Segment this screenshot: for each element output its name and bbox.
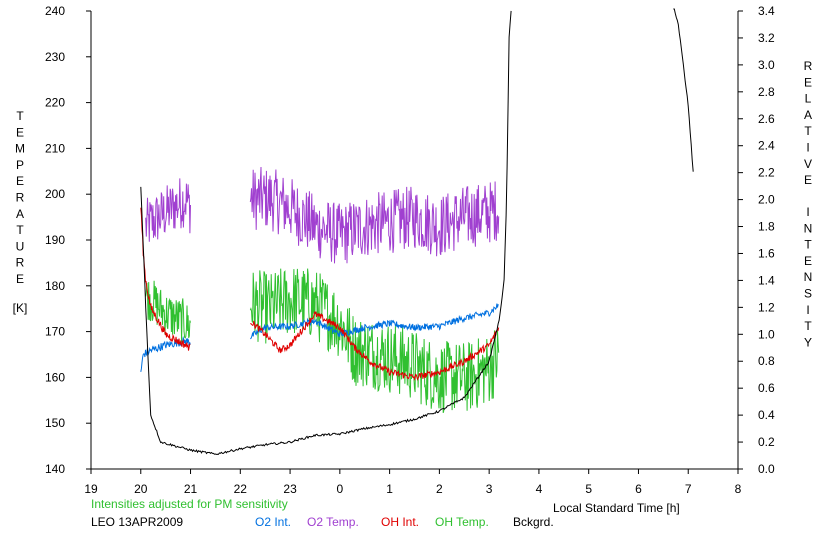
right-tick-label: 1.0 (758, 327, 775, 341)
right-tick-label: 1.6 (758, 246, 775, 260)
left-axis-letter: A (16, 207, 24, 221)
right-axis-letter: I (806, 141, 809, 155)
right-axis-letter: L (805, 92, 812, 106)
adjustment-note: Intensities adjusted for PM sensitivity (91, 497, 288, 511)
series-line-segment (250, 310, 500, 382)
legend-oh-temp: OH Temp. (435, 515, 489, 529)
right-axis-letter: Y (804, 335, 812, 349)
left-axis-letter: T (16, 223, 24, 237)
left-tick-label: 200 (45, 187, 65, 201)
left-axis-letter: R (16, 191, 25, 205)
right-tick-label: 1.2 (758, 300, 775, 314)
x-tick-label: 23 (283, 482, 297, 496)
x-tick-label: 8 (735, 482, 742, 496)
right-tick-label: 0.6 (758, 381, 775, 395)
series-bckgrd (140, 8, 694, 455)
right-axis-letter: V (804, 157, 812, 171)
series-line-segment (673, 8, 694, 172)
right-axis-letter: I (806, 205, 809, 219)
x-tick-label: 6 (635, 482, 642, 496)
left-axis-letter: U (16, 239, 25, 253)
right-tick-label: 0.0 (758, 462, 775, 476)
left-tick-label: 230 (45, 50, 65, 64)
series-line-segment (249, 268, 500, 414)
plot-area (140, 8, 694, 455)
series-line-segment (250, 303, 499, 340)
left-tick-label: 210 (45, 141, 65, 155)
x-tick-label: 7 (685, 482, 692, 496)
left-axis-letter: T (16, 109, 24, 123)
right-axis-letter: N (804, 221, 813, 235)
right-tick-label: 1.8 (758, 220, 775, 234)
x-tick-label: 22 (234, 482, 248, 496)
right-axis-letter: S (804, 287, 812, 301)
x-tick-label: 2 (436, 482, 443, 496)
right-tick-label: 1.4 (758, 273, 775, 287)
left-tick-label: 240 (45, 4, 65, 18)
right-tick-label: 0.8 (758, 354, 775, 368)
left-axis-letter: P (16, 158, 24, 172)
right-axis-letter: E (804, 254, 812, 268)
right-tick-label: 0.4 (758, 408, 775, 422)
legend-bckgrd: Bckgrd. (513, 515, 554, 529)
x-tick-label: 1 (386, 482, 393, 496)
site-date-label: LEO 13APR2009 (91, 515, 183, 529)
series-line-segment (145, 178, 191, 242)
x-axis-label: Local Standard Time [h] (553, 501, 680, 515)
right-tick-label: 2.0 (758, 193, 775, 207)
left-tick-label: 150 (45, 416, 65, 430)
series-line-segment (140, 207, 191, 351)
left-tick-label: 190 (45, 233, 65, 247)
right-tick-label: 2.8 (758, 85, 775, 99)
legend-oh-int: OH Int. (381, 515, 419, 529)
right-axis-letter: I (806, 303, 809, 317)
right-axis-letter: E (804, 173, 812, 187)
series-oh-temp (145, 268, 500, 414)
right-axis-letter: T (804, 319, 812, 333)
right-axis-letter: N (804, 270, 813, 284)
series-line-segment (249, 166, 500, 264)
x-tick-label: 19 (84, 482, 98, 496)
series-oh-int (140, 207, 500, 382)
axes: 1401501601701801902002102202302400.00.20… (45, 4, 775, 496)
x-tick-label: 21 (184, 482, 198, 496)
left-axis-letter: M (15, 142, 25, 156)
right-tick-label: 0.2 (758, 435, 775, 449)
right-tick-label: 3.0 (758, 58, 775, 72)
x-tick-label: 0 (337, 482, 344, 496)
right-tick-label: 3.2 (758, 31, 775, 45)
right-axis-letter: R (804, 59, 813, 73)
right-tick-label: 2.2 (758, 166, 775, 180)
left-axis-letter: R (16, 256, 25, 270)
left-axis-letter: E (16, 272, 24, 286)
right-axis-letter: T (804, 124, 812, 138)
x-tick-label: 3 (486, 482, 493, 496)
left-axis-letter: E (16, 125, 24, 139)
legend-o2-int: O2 Int. (255, 515, 291, 529)
left-tick-label: 170 (45, 325, 65, 339)
left-tick-label: 160 (45, 370, 65, 384)
series-o2-temp (145, 166, 500, 264)
x-tick-label: 5 (585, 482, 592, 496)
series-line-segment (145, 280, 191, 343)
right-tick-label: 3.4 (758, 4, 775, 18)
right-tick-label: 2.4 (758, 139, 775, 153)
right-tick-label: 2.6 (758, 112, 775, 126)
right-axis-letter: E (804, 75, 812, 89)
legend-o2-temp: O2 Temp. (307, 515, 359, 529)
x-tick-label: 4 (536, 482, 543, 496)
left-axis-letter: E (16, 174, 24, 188)
left-tick-label: 140 (45, 462, 65, 476)
series-line-segment (140, 10, 512, 455)
right-axis-letter: T (804, 238, 812, 252)
left-axis-unit: [K] (13, 301, 28, 315)
x-tick-label: 20 (134, 482, 148, 496)
left-tick-label: 180 (45, 279, 65, 293)
left-tick-label: 220 (45, 96, 65, 110)
right-axis-letter: A (804, 108, 812, 122)
